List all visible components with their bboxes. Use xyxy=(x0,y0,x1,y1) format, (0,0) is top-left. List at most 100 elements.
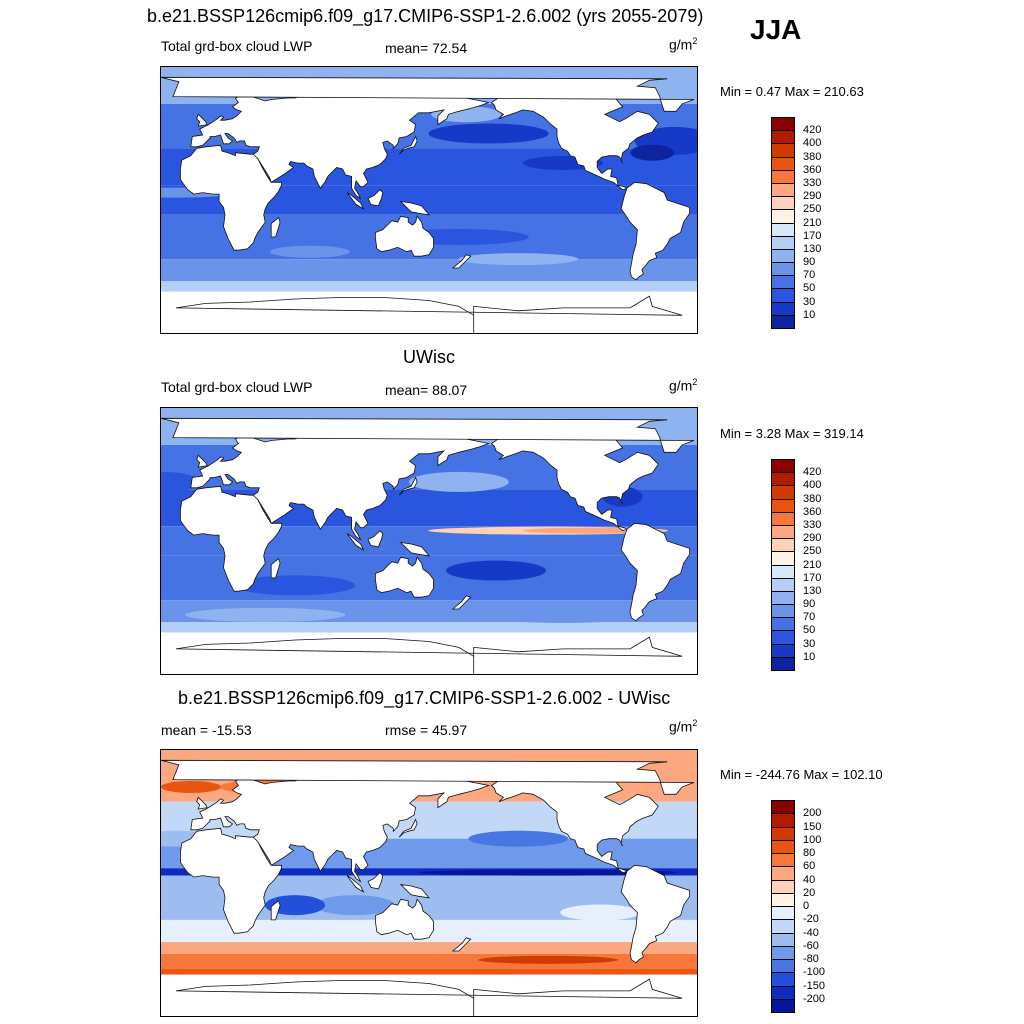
colorbar-swatch xyxy=(771,577,795,592)
panel-3-rmse-label: rmse = 45.97 xyxy=(385,722,468,738)
landmass-nz xyxy=(451,254,472,269)
landmass-sumatra xyxy=(346,533,365,551)
landmass-na xyxy=(490,774,659,874)
colorbar-tick-label: 90 xyxy=(803,598,816,611)
panel-1-variable-label: Total grd-box cloud LWP xyxy=(161,38,313,54)
colorbar-tick-label: 290 xyxy=(803,190,822,203)
colorbar-swatch xyxy=(771,959,795,974)
colorbar-tick-label: 420 xyxy=(803,124,822,137)
landmass-grl xyxy=(161,417,695,453)
landmass-mad xyxy=(270,900,281,921)
colorbar-tick-label: 70 xyxy=(803,611,816,624)
panel-2-unit-label: g/m2 xyxy=(669,377,698,394)
colorbar-swatch xyxy=(771,524,795,540)
landmass-japan xyxy=(398,135,418,155)
colorbar-swatch xyxy=(771,472,795,487)
landmass-japan xyxy=(398,476,418,496)
colorbar-swatch xyxy=(771,130,795,145)
landmass-mad xyxy=(270,217,281,238)
season-label: JJA xyxy=(750,14,802,45)
colorbar-tick-label: -40 xyxy=(803,926,819,939)
colorbar-tick-label: 130 xyxy=(803,584,822,597)
landmass-na xyxy=(490,91,659,191)
colorbar-swatch xyxy=(771,222,795,237)
colorbar-swatch xyxy=(771,813,795,828)
panel-3-unit-label: g/m2 xyxy=(669,718,698,735)
colorbar-swatch xyxy=(771,564,795,579)
colorbar-swatch xyxy=(771,117,795,132)
landmass-borneo xyxy=(367,872,384,890)
landmass-ant xyxy=(175,978,683,1016)
landmass-borneo xyxy=(367,530,384,548)
landmass-mad xyxy=(270,558,281,579)
colorbar-swatch xyxy=(771,511,795,526)
colorbar-swatch xyxy=(771,985,795,1000)
colorbar-swatch xyxy=(771,459,795,474)
landmass-uk xyxy=(196,113,208,127)
panel-2-mean-label: mean= 88.07 xyxy=(385,382,468,398)
colorbar-swatch xyxy=(771,248,795,264)
colorbar-tick-label: 50 xyxy=(803,282,816,295)
colorbar-swatch xyxy=(771,630,795,645)
panel-1-unit-label: g/m2 xyxy=(669,36,698,53)
panel-2-title: UWisc xyxy=(403,347,455,367)
landmass-afr xyxy=(180,144,282,251)
colorbar-tick-label: -200 xyxy=(803,992,826,1005)
landmass-ant xyxy=(175,636,683,674)
colorbar-tick-label: 210 xyxy=(803,216,822,229)
colorbar-swatch xyxy=(771,235,795,250)
panel-2-colorbar: 420 400 380 360 330 290 250 210 170 130 90 70 50 30 10 xyxy=(771,459,821,671)
colorbar-swatch xyxy=(771,998,795,1013)
colorbar-swatch xyxy=(771,892,795,907)
landmass-sa xyxy=(620,522,690,622)
panel-1-minmax: Min = 0.47 Max = 210.63 xyxy=(720,84,864,99)
panel-1-colorbar: 420 400 380 360 330 290 250 210 170 130 90 70 50 30 10 xyxy=(771,117,821,329)
landmass-sa xyxy=(620,864,690,964)
colorbar-swatch xyxy=(771,169,795,184)
colorbar-tick-label: 80 xyxy=(803,847,816,859)
panel-3-map xyxy=(160,749,698,1017)
landmass-nz xyxy=(451,937,472,952)
colorbar-tick-label: 0 xyxy=(803,900,810,912)
colorbar-swatch xyxy=(771,879,795,894)
colorbar-swatch xyxy=(771,498,795,513)
colorbar-swatch xyxy=(771,945,795,960)
colorbar-tick-label: 420 xyxy=(803,466,822,479)
landmass-afr xyxy=(180,485,282,592)
colorbar-tick-label: 30 xyxy=(803,295,816,308)
panel-1-title: b.e21.BSSP126cmip6.f09_g17.CMIP6-SSP1-2.… xyxy=(147,6,704,26)
colorbar-tick-label: 60 xyxy=(803,860,816,873)
colorbar-swatch xyxy=(771,826,795,841)
landmass-nz xyxy=(451,595,472,610)
colorbar-swatch xyxy=(771,196,795,211)
colorbar-swatch xyxy=(771,538,795,553)
colorbar-swatch xyxy=(771,156,795,171)
colorbar-tick-label: 50 xyxy=(803,624,816,637)
panel-2-variable-label: Total grd-box cloud LWP xyxy=(161,379,313,395)
colorbar-swatch xyxy=(771,972,795,987)
colorbar-tick-label: 70 xyxy=(803,269,816,282)
colorbar-swatch xyxy=(771,604,795,619)
colorbar-swatch xyxy=(771,182,795,198)
landmass-sumatra xyxy=(346,875,365,893)
landmass-japan xyxy=(398,818,418,838)
colorbar-swatch xyxy=(771,301,795,316)
panel-3-mean-label: mean = -15.53 xyxy=(161,722,252,738)
landmass-aus xyxy=(375,556,434,598)
colorbar-tick-label: -80 xyxy=(803,953,819,965)
colorbar-tick-label: 90 xyxy=(803,256,816,269)
panel-1-map xyxy=(160,66,698,334)
landmass-afr xyxy=(180,827,282,934)
colorbar-tick-label: 30 xyxy=(803,637,816,650)
colorbar-tick-label: 250 xyxy=(803,203,822,216)
colorbar-tick-label: 290 xyxy=(803,532,822,545)
colorbar-tick-label: 130 xyxy=(803,242,822,255)
landmass-sumatra xyxy=(346,192,365,210)
panel-1-mean-label: mean= 72.54 xyxy=(385,40,468,56)
landmass-uk xyxy=(196,796,208,810)
colorbar-tick-label: 40 xyxy=(803,873,816,886)
colorbar-tick-label: 250 xyxy=(803,545,822,558)
colorbar-tick-label: 100 xyxy=(803,833,822,846)
landmass-uk xyxy=(196,454,208,468)
panel-2-minmax: Min = 3.28 Max = 319.14 xyxy=(720,426,864,441)
